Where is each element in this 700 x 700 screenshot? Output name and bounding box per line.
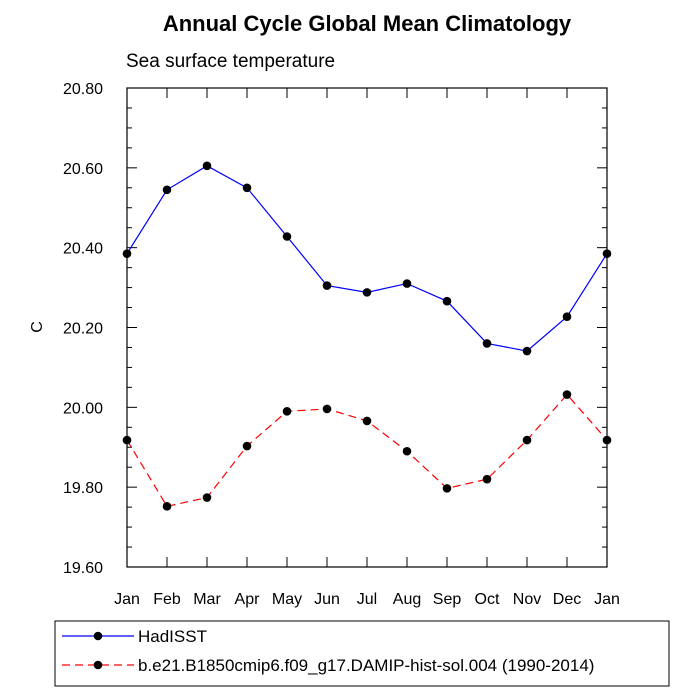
series-1-point: [602, 249, 612, 258]
x-tick-label: Dec: [553, 591, 581, 608]
legend: HadISST b.e21.B1850cmip6.f09_g17.DAMIP-hi…: [62, 627, 594, 675]
x-tick-label: Mar: [193, 591, 221, 608]
y-tick-label: 20.20: [63, 321, 103, 338]
x-tick-label: Jan: [594, 591, 620, 608]
y-axis-label: C: [29, 321, 46, 333]
series-line-1: [126, 165, 608, 352]
x-tick-label: Sep: [433, 591, 462, 608]
series-1-point: [482, 339, 492, 348]
chart-subtitle: Sea surface temperature: [126, 51, 335, 72]
x-tick-label: Jun: [314, 591, 340, 608]
series-1-point: [162, 185, 172, 195]
y-tick-label: 19.80: [63, 480, 103, 497]
series-2-point: [362, 416, 372, 426]
series-2-point: [162, 502, 172, 511]
series-1-point: [562, 312, 572, 322]
y-tick-label: 20.60: [63, 161, 103, 178]
legend-marker-2: [93, 660, 103, 670]
legend-box: [54, 620, 670, 687]
x-tick-label: Apr: [235, 591, 261, 608]
y-tick-label: 20.80: [63, 81, 103, 98]
x-tick-label: Jan: [114, 591, 140, 608]
series-2-point: [202, 493, 212, 502]
x-tick-label: Jul: [357, 591, 377, 608]
plot-frame: [126, 87, 608, 568]
series-1-point: [402, 279, 412, 288]
x-tick-label: Oct: [475, 591, 500, 608]
y-tick-label: 20.40: [63, 241, 103, 258]
x-tick-label: Feb: [153, 591, 181, 608]
chart-title: Annual Cycle Global Mean Climatology: [163, 11, 572, 36]
series-1-point: [322, 281, 332, 290]
series-1-point: [282, 232, 292, 241]
series-2-point: [522, 435, 532, 445]
series-2-point: [322, 404, 332, 414]
x-tick-label: Nov: [513, 591, 541, 608]
legend-label-2: b.e21.B1850cmip6.f09_g17.DAMIP-hist-sol.…: [138, 656, 594, 675]
y-tick-label: 19.60: [63, 560, 103, 577]
series-2-point: [242, 441, 252, 451]
series-2-point: [482, 474, 492, 484]
series-2-point: [122, 435, 132, 445]
series-line-2: [126, 393, 608, 508]
legend-marker-1: [93, 631, 103, 641]
x-tick-label: May: [272, 591, 302, 608]
series-1-point: [362, 288, 372, 297]
plot-area: 19.60 19.80 20.00 20.20 20.40 20.60 20.80 Jan Fe…: [63, 81, 620, 608]
series-1-point: [242, 183, 252, 193]
series-1-point: [122, 249, 132, 258]
series-2-point: [562, 390, 572, 399]
series-1-point: [522, 346, 532, 356]
x-tick-label: Aug: [393, 591, 421, 608]
series-2-point: [402, 446, 412, 456]
series-2-point: [442, 484, 452, 493]
series-2-point: [282, 407, 292, 416]
y-tick-label: 20.00: [63, 400, 103, 417]
series-1-point: [202, 161, 212, 171]
series-2-point: [602, 435, 612, 445]
series-1-point: [442, 296, 452, 306]
legend-label-1: HadISST: [138, 627, 207, 646]
